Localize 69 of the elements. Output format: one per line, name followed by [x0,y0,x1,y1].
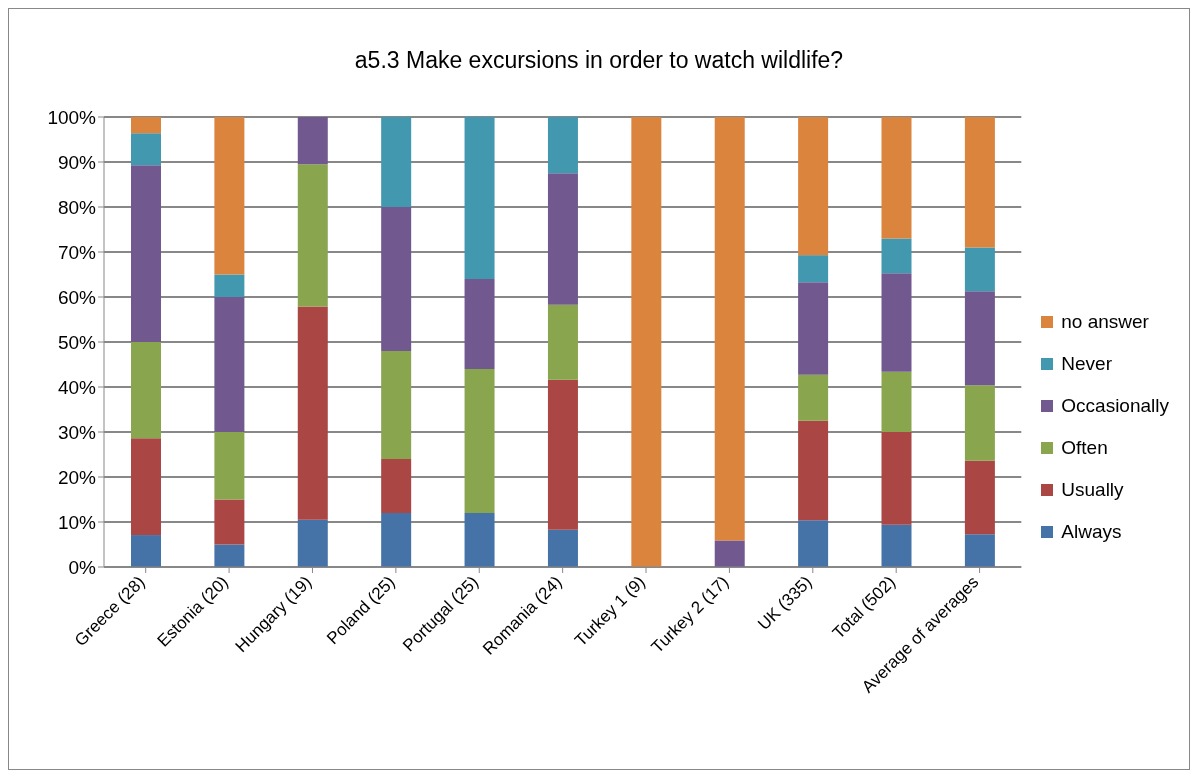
legend-label: Often [1061,437,1108,459]
bar [131,165,161,342]
bar [464,513,495,567]
bar [714,117,745,541]
bar [881,524,912,567]
bar [547,117,578,174]
bar [881,273,912,372]
bar [131,133,161,166]
y-tick-label: 80% [57,196,97,218]
bar [964,460,995,535]
legend-label: Usually [1061,479,1124,501]
bar [297,519,328,567]
bar [214,297,245,432]
chart-title: a5.3 Make excursions in order to watch wildlife? [353,46,845,75]
bar [964,247,995,292]
bar [464,279,495,369]
bar [381,207,412,351]
bar [131,342,161,439]
bar [964,117,995,248]
bar [131,117,161,134]
legend-label: Occasionally [1061,395,1169,417]
bar [547,304,578,380]
bar [881,238,912,274]
y-tick-label: 0% [68,556,97,578]
bar [381,513,412,567]
bar [798,420,829,521]
bar [214,117,245,275]
bar [798,255,829,283]
bar [547,173,578,305]
bar [297,306,328,520]
bar [798,282,829,375]
bar [131,438,161,536]
bar [881,432,912,525]
bar [547,529,578,567]
bar [131,535,161,567]
bar [798,520,829,567]
y-tick-label: 40% [57,376,97,398]
bar [964,291,995,386]
y-tick-label: 50% [57,331,97,353]
y-tick-label: 20% [57,466,97,488]
y-tick-label: 90% [57,151,97,173]
bar [214,544,245,567]
bar [381,117,412,207]
bar [297,164,328,307]
bar [214,432,245,500]
bar [381,459,412,513]
bar [631,117,662,567]
y-tick-label: 60% [57,286,97,308]
legend-label: Always [1061,521,1122,543]
y-tick-label: 100% [47,106,97,128]
bar [547,379,578,530]
bar [964,385,995,461]
bar [881,371,912,432]
bar [381,351,412,459]
bar [214,274,245,297]
bar [881,117,912,239]
bar [798,117,829,256]
legend-label: Never [1061,353,1112,375]
y-tick-label: 10% [57,511,97,533]
bar [798,374,829,421]
bar [464,369,495,513]
legend-label: no answer [1061,311,1149,333]
bar [714,540,745,567]
y-tick-label: 30% [57,421,97,443]
bar [464,117,495,279]
bar [297,117,328,165]
y-tick-label: 70% [57,241,97,263]
bar [964,534,995,567]
bar [214,499,245,545]
